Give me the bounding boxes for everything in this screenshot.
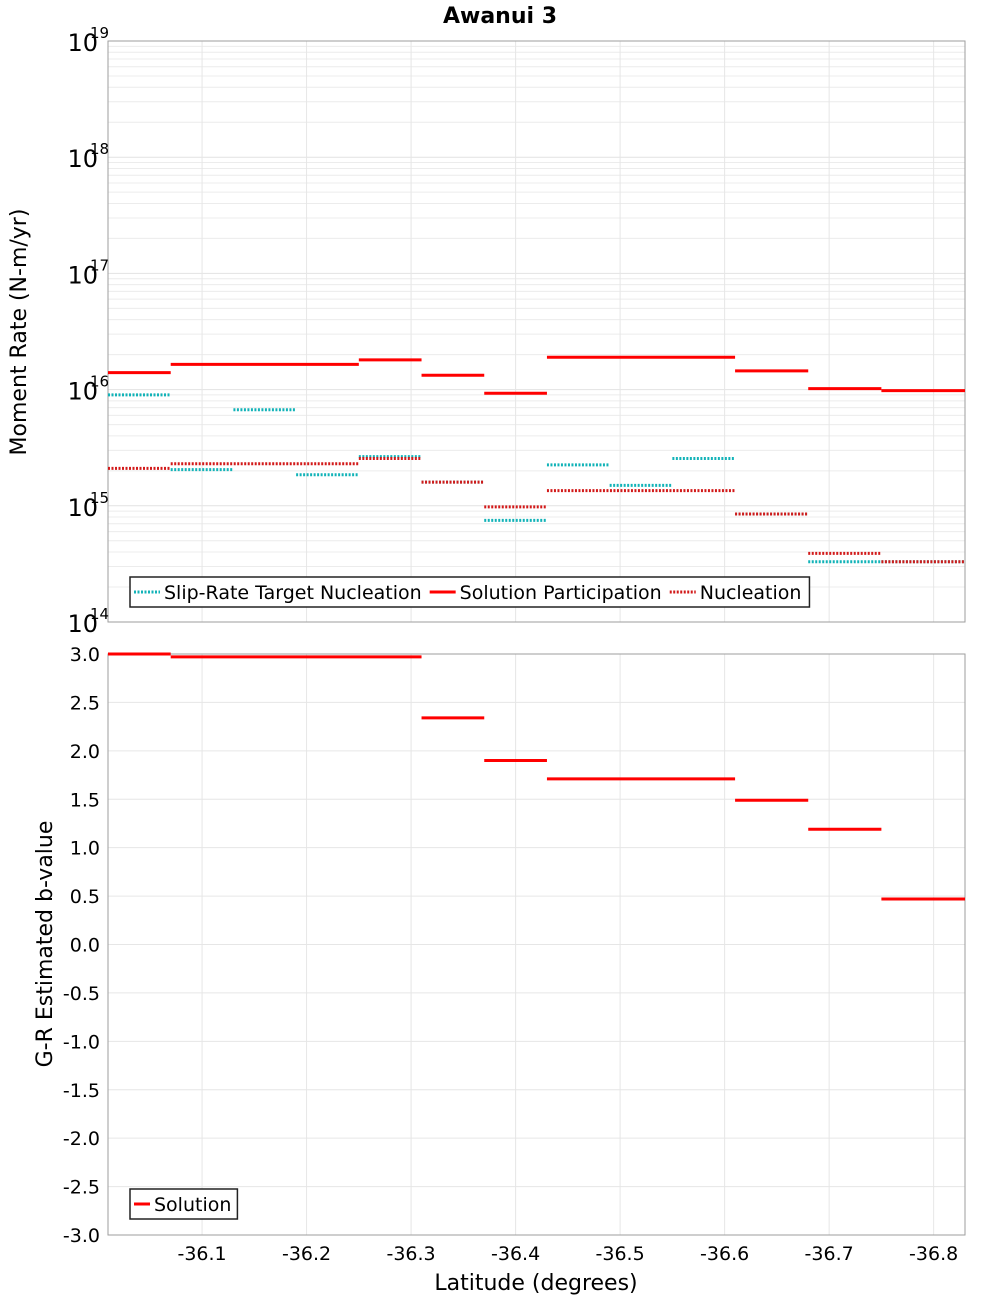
x-tick-label: -36.2	[282, 1243, 331, 1265]
x-tick-label: -36.3	[386, 1243, 435, 1265]
bottom-legend: Solution	[129, 1188, 239, 1220]
top-y-tick-label: 10	[67, 261, 98, 289]
top-y-tick-label: 10	[67, 145, 98, 173]
bottom-y-tick-labels: 3.0 2.5 2.0 1.5 1.0 0.5 0.0 -0.5 -1.0 -1.5 -2.0 -2.…	[63, 644, 100, 1247]
chart-title: Awanui 3	[443, 4, 557, 29]
x-tick-label: -36.1	[177, 1243, 226, 1265]
bottom-series	[108, 652, 965, 901]
bottom-y-tick-label: -2.5	[63, 1177, 100, 1199]
bottom-y-tick-label: 1.0	[70, 838, 100, 860]
bottom-y-tick-label: -0.5	[63, 983, 100, 1005]
legend-label-nucleation: Nucleation	[700, 582, 802, 604]
top-y-tick-exponent: 17	[90, 256, 109, 274]
bottom-y-axis-label: G-R Estimated b-value	[33, 821, 58, 1068]
bottom-y-tick-label: 1.5	[70, 789, 100, 811]
bottom-y-tick-label: 0.0	[70, 935, 100, 957]
x-tick-label: -36.7	[805, 1243, 854, 1265]
bottom-plot: 3.0 2.5 2.0 1.5 1.0 0.5 0.0 -0.5 -1.0 -1.5 -2.0 -2.…	[33, 644, 966, 1296]
top-y-tick-exponent: 16	[90, 373, 109, 391]
top-legend-box	[129, 576, 811, 608]
x-tick-label: -36.5	[596, 1243, 645, 1265]
top-y-tick-exponent: 19	[90, 24, 109, 42]
top-series	[108, 355, 965, 564]
bottom-plot-frame	[107, 653, 966, 1236]
top-y-tick-label: 10	[67, 378, 98, 406]
bottom-y-tick-label: -1.5	[63, 1080, 100, 1102]
legend-label-slip-rate-target-nucleation: Slip-Rate Target Nucleation	[164, 582, 422, 604]
bottom-y-tick-label: 0.5	[70, 886, 100, 908]
legend-label-solution-participation: Solution Participation	[460, 582, 662, 604]
top-grid	[108, 41, 965, 623]
bottom-y-tick-label: -2.0	[63, 1128, 100, 1150]
bottom-y-tick-label: -1.0	[63, 1031, 100, 1053]
bottom-y-tick-label: -3.0	[63, 1225, 100, 1247]
top-y-tick-label: 10	[67, 29, 98, 57]
top-y-tick-exponent: 18	[90, 140, 109, 158]
x-tick-label: -36.4	[491, 1243, 540, 1265]
bottom-y-tick-label: 2.5	[70, 692, 100, 714]
x-tick-label: -36.8	[909, 1243, 958, 1265]
bottom-y-tick-label: 3.0	[70, 644, 100, 666]
top-y-tick-exponent: 15	[90, 489, 109, 507]
top-y-tick-label: 10	[67, 494, 98, 522]
top-legend: Slip-Rate Target Nucleation Solution Part…	[129, 576, 811, 608]
bottom-y-tick-label: 2.0	[70, 741, 100, 763]
x-tick-labels: -36.1 -36.2 -36.3 -36.4 -36.5 -36.6 -36.7 -36.8	[177, 1243, 958, 1265]
x-tick-label: -36.6	[700, 1243, 749, 1265]
top-y-tick-exponent: 14	[90, 605, 109, 623]
top-plot-frame	[107, 40, 966, 623]
x-axis-label: Latitude (degrees)	[434, 1271, 637, 1296]
top-y-tick-label: 10	[67, 610, 98, 638]
top-y-axis-label: Moment Rate (N-m/yr)	[7, 209, 32, 456]
legend-label-solution: Solution	[154, 1194, 231, 1216]
